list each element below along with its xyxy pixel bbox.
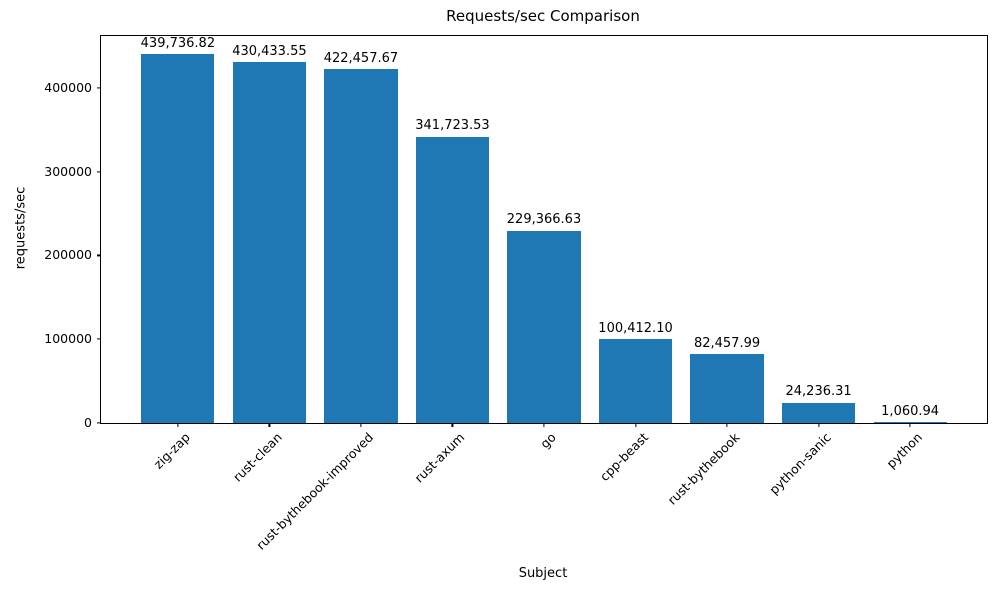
y-tick	[96, 422, 101, 424]
x-tick	[177, 423, 179, 427]
bar-value-label: 430,433.55	[232, 43, 307, 59]
y-tick	[96, 254, 101, 256]
bar	[507, 230, 581, 423]
bar	[873, 422, 947, 423]
x-tick-label: rust-clean	[229, 429, 285, 485]
bar	[415, 136, 490, 423]
y-tick-label: 400000	[44, 79, 92, 95]
bar	[781, 402, 856, 423]
bar-value-label: 24,236.31	[785, 384, 852, 400]
x-tick	[817, 423, 820, 427]
x-tick	[543, 423, 545, 427]
x-tick	[451, 423, 454, 427]
y-tick	[96, 338, 101, 340]
x-tick	[726, 423, 728, 427]
bar	[324, 68, 398, 423]
bar	[690, 353, 764, 423]
y-tick-label: 300000	[44, 163, 92, 179]
x-tick	[360, 423, 362, 427]
plot-area: 439,736.82 zig-zap 430,433.55 rust-clean 422…	[44, 35, 988, 553]
x-tick-label: python-sanic	[766, 429, 834, 498]
x-tick	[268, 423, 270, 427]
x-tick-label: cpp-beast	[596, 429, 651, 484]
bar	[141, 54, 215, 423]
bar-value-label: 422,457.67	[323, 50, 399, 66]
x-tick-label: python	[883, 429, 926, 472]
bar	[598, 338, 673, 423]
bar-value-label: 82,457.99	[693, 335, 761, 351]
x-tick-label: rust-bythebook	[664, 429, 743, 508]
y-tick	[96, 87, 101, 89]
y-tick-label: 100000	[44, 330, 92, 346]
x-tick-label: zig-zap	[150, 429, 194, 472]
x-tick	[909, 423, 911, 427]
y-tick-label: 0	[84, 414, 92, 430]
x-axis-label: Subject	[518, 566, 568, 581]
bar	[232, 62, 307, 423]
bar-value-label: 1,060.94	[881, 403, 940, 419]
bar-value-label: 100,412.10	[598, 320, 673, 336]
x-tick-label: go	[537, 429, 560, 452]
y-tick-label: 200000	[44, 247, 92, 263]
chart-title: Requests/sec Comparison	[446, 7, 640, 25]
y-axis-label: requests/sec	[13, 186, 29, 270]
x-tick-label: rust-axum	[411, 429, 468, 486]
x-tick	[634, 423, 637, 427]
y-tick	[96, 170, 101, 173]
bar-value-label: 229,366.63	[506, 212, 582, 228]
bar-value-label: 341,723.53	[415, 118, 490, 134]
bar-value-label: 439,736.82	[140, 36, 216, 52]
